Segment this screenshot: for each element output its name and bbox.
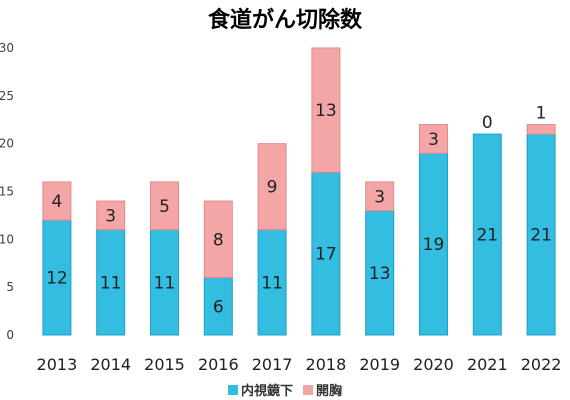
- data-label: 6: [213, 297, 224, 317]
- legend-label-open: 開胸: [316, 384, 343, 399]
- bar-segment-endoscopic: [472, 133, 502, 336]
- legend-item-endoscopic: 内視鏡下: [227, 380, 293, 399]
- x-tick-label: 2016: [198, 355, 239, 374]
- x-tick-label: 2021: [467, 355, 508, 374]
- bar-segment-endoscopic: [365, 210, 395, 336]
- x-tick-label: 2022: [521, 355, 562, 374]
- bar-segment-open: [311, 47, 341, 173]
- y-tick-label: 5: [6, 280, 14, 294]
- bar-segment-endoscopic: [42, 219, 72, 336]
- y-tick-label: 25: [0, 89, 14, 103]
- x-tick-label: 2013: [37, 355, 78, 374]
- x-tick-label: 2017: [252, 355, 293, 374]
- data-labels: 12 4 11 3 11 5 6 8 11 9 17 13 13 3 19 3 21 0 21 1: [46, 101, 552, 317]
- bar-segment-open: [257, 143, 287, 231]
- data-label: 3: [374, 187, 385, 207]
- y-tick-label: 30: [0, 41, 14, 55]
- bar-segment-open: [150, 181, 179, 231]
- bar-segment-endoscopic: [96, 229, 126, 336]
- data-label: 9: [267, 178, 278, 198]
- y-axis: 0 5 10 15 20 25 30: [0, 41, 14, 342]
- legend-item-open: 開胸: [303, 380, 342, 399]
- data-label: 3: [428, 130, 439, 150]
- data-label: 11: [154, 273, 176, 293]
- x-axis: 2013 2014 2015 2016 2017 2018 2019 2020 2021 2022: [37, 355, 562, 374]
- data-label: 13: [315, 101, 337, 121]
- data-label: 5: [159, 197, 170, 217]
- bar-segment-endoscopic: [203, 277, 233, 336]
- bar-segment-endoscopic: [257, 229, 287, 336]
- data-label: 1: [536, 104, 547, 124]
- x-tick-label: 2020: [413, 355, 454, 374]
- data-label: 19: [423, 235, 445, 255]
- data-label: 4: [51, 192, 62, 212]
- bar-segment-open: [96, 200, 126, 231]
- chart-title: 食道がん切除数: [207, 8, 362, 33]
- y-tick-label: 10: [0, 232, 14, 246]
- x-tick-label: 2019: [359, 355, 400, 374]
- data-label: 17: [315, 245, 337, 265]
- bar-segment-open: [526, 124, 556, 135]
- data-label: 11: [261, 273, 283, 293]
- x-tick-label: 2014: [90, 355, 131, 374]
- y-tick-label: 0: [6, 328, 14, 342]
- bar-segment-open: [419, 124, 448, 154]
- bar-segment-open: [365, 181, 395, 212]
- data-label: 12: [46, 269, 68, 289]
- data-label: 13: [369, 264, 391, 284]
- data-label: 0: [482, 113, 493, 133]
- x-tick-label: 2018: [306, 355, 347, 374]
- y-tick-label: 15: [0, 185, 14, 199]
- data-label: 8: [213, 230, 224, 250]
- data-label: 3: [105, 206, 116, 226]
- bar-segment-endoscopic: [150, 229, 179, 336]
- legend: 内視鏡下 開胸: [0, 380, 570, 399]
- data-label: 11: [100, 273, 122, 293]
- y-tick-label: 20: [0, 137, 14, 151]
- bar-segment-open: [203, 200, 233, 279]
- legend-label-endoscopic: 内視鏡下: [240, 384, 293, 399]
- data-label: 21: [530, 226, 552, 246]
- x-tick-label: 2015: [144, 355, 185, 374]
- data-label: 21: [476, 226, 498, 246]
- bar-segment-endoscopic: [526, 133, 556, 336]
- bar-segment-open: [42, 181, 72, 221]
- legend-swatch-endoscopic: [227, 384, 238, 395]
- bars: [42, 47, 556, 336]
- bar-segment-endoscopic: [419, 152, 448, 336]
- legend-swatch-open: [303, 384, 313, 395]
- bar-segment-endoscopic: [311, 171, 341, 336]
